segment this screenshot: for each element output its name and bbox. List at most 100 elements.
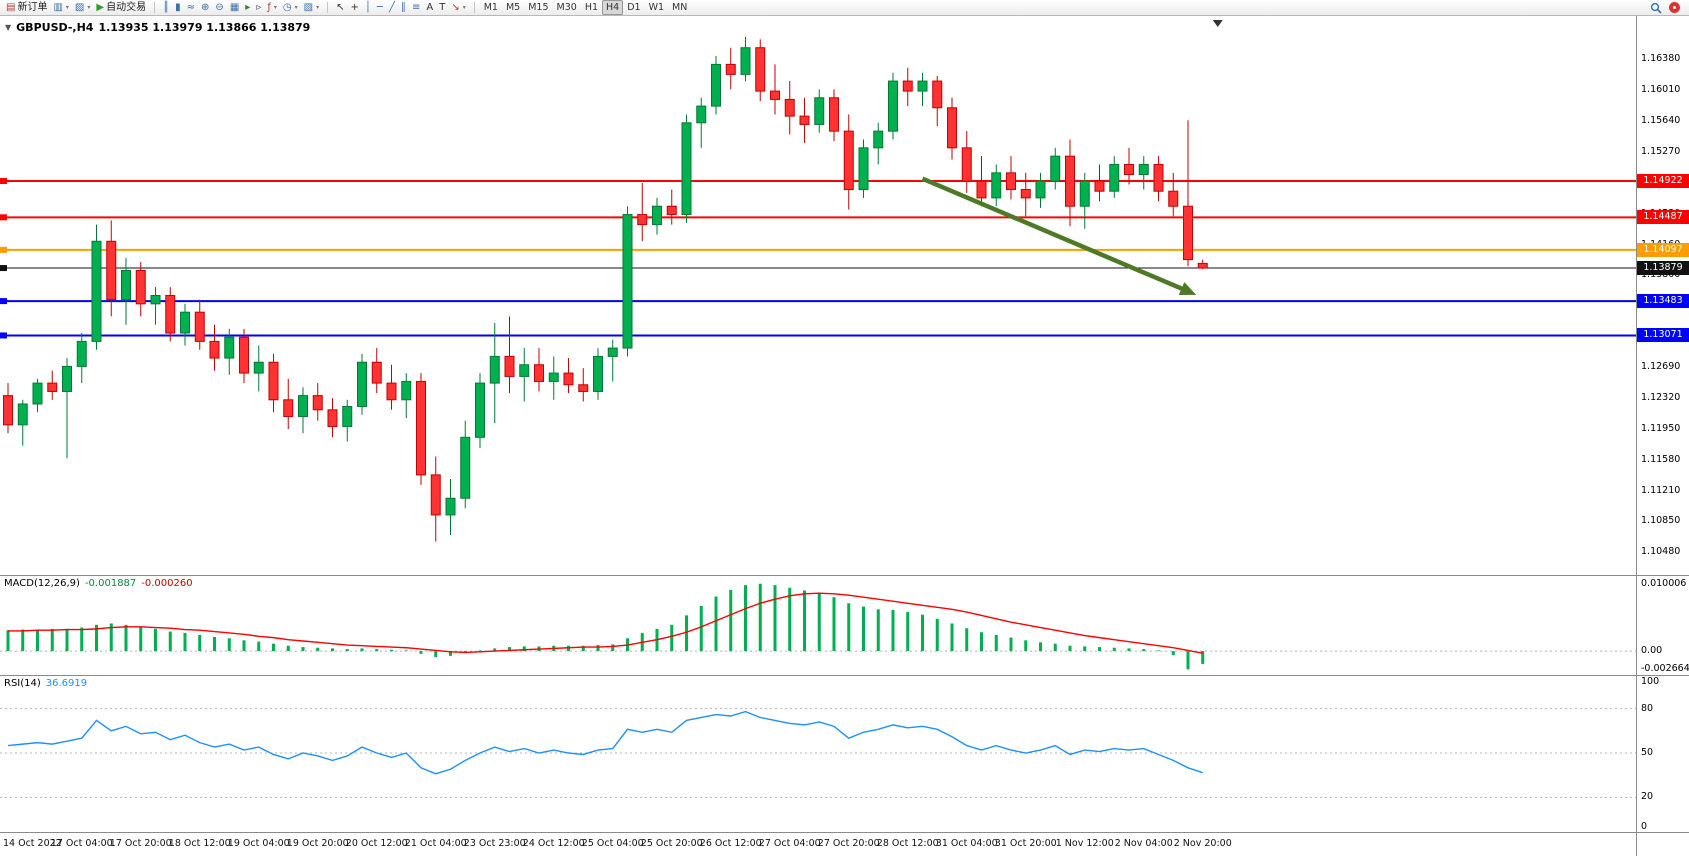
autotrading-label: 自动交易 [106,1,147,13]
price-tag-1.13071: 1.13071 [1637,328,1689,343]
timeframe-d1-button[interactable]: D1 [623,0,644,15]
macd-signal-line [8,592,1203,654]
price-tick: 1.16010 [1641,84,1681,96]
new-order-button[interactable]: ▤ 新订单 [3,0,50,15]
search-icon[interactable] [1650,2,1662,14]
time-label: 19 Oct 20:00 [286,838,349,849]
candles-chart-button[interactable]: ▮ [172,0,184,15]
time-label: 20 Oct 12:00 [345,838,408,849]
channel-icon: ∥ [400,1,406,13]
new-order-label: 新订单 [17,1,48,13]
zoom-out-icon: ⊖ [215,1,224,13]
caret-down-icon: ▾ [294,3,298,11]
toolbar: ▤ 新订单 ▥ ▾ ▨ ▾ ▶ 自动交易 ║ ▮ ≈ ⊕ ⊖ ▦ ▸ ▹ ƒ ▾ ◷ ▾ ▧ ▾ ↖ + │ ─ ╱ ∥ ≡ A T ↘ ▾ M1… [0,0,1689,16]
toolbar-separator [154,2,156,13]
timeframe-m5-button[interactable]: M5 [502,0,524,15]
timeframe-w1-button[interactable]: W1 [645,0,668,15]
chart-shift-marker[interactable] [1212,20,1223,27]
rsi-tick: 0 [1641,821,1648,832]
autotrading-button[interactable]: ▶ 自动交易 [93,0,149,15]
time-label: 31 Oct 04:00 [935,838,998,849]
tile-windows-button[interactable]: ▦ [227,0,242,15]
autotrading-icon: ▶ [96,1,105,13]
trendline-button[interactable]: ╱ [386,0,398,15]
timeframe-h1-button[interactable]: H1 [581,0,602,15]
rsi-canvas[interactable] [0,676,1636,832]
rsi-axis[interactable]: 100 80 50 20 0 [1637,676,1689,833]
time-label: 2 Nov 20:00 [1173,838,1232,849]
timeframe-mn-button[interactable]: MN [668,0,691,15]
label-icon: T [439,1,446,13]
trend-arrow[interactable] [921,176,1197,296]
chart-area: ▼ GBPUSD-,H4 1.13935 1.13979 1.13866 1.1… [0,16,1689,856]
time-label: 27 Oct 20:00 [817,838,880,849]
time-label: 21 Oct 04:00 [404,838,467,849]
toolbar-separator [327,2,329,13]
time-axis[interactable]: 14 Oct 2022 17 Oct 04:00 17 Oct 20:00 18 Oc… [0,833,1636,856]
time-label: 26 Oct 12:00 [699,838,762,849]
vertical-line-button[interactable]: │ [362,0,374,15]
arrows-button[interactable]: ↘ ▾ [448,0,468,15]
plot-column: ▼ GBPUSD-,H4 1.13935 1.13979 1.13866 1.1… [0,16,1636,856]
price-chart-panel: ▼ GBPUSD-,H4 1.13935 1.13979 1.13866 1.1… [0,16,1636,576]
caret-down-icon: ▾ [316,3,320,11]
crosshair-button[interactable]: + [347,0,361,15]
horizontal-line-button[interactable]: ─ [374,0,386,15]
macd-histogram [6,583,1205,670]
time-label: 25 Oct 20:00 [640,838,703,849]
zoom-in-button[interactable]: ⊕ [198,0,212,15]
time-label: 27 Oct 04:00 [758,838,821,849]
price-tick: 1.12690 [1641,361,1681,373]
text-button[interactable]: A [423,0,436,15]
label-button[interactable]: T [436,0,448,15]
cursor-button[interactable]: ↖ [333,0,347,15]
timeframe-m30-button[interactable]: M30 [553,0,581,15]
chart-shift-icon: ▹ [256,1,262,13]
tile-windows-icon: ▦ [229,1,240,13]
trendline-icon: ╱ [388,1,395,13]
timeframe-m15-button[interactable]: M15 [524,0,552,15]
time-label: 17 Oct 20:00 [109,838,172,849]
collapse-arrow-icon[interactable]: ▼ [5,23,12,32]
price-tick: 1.11950 [1641,422,1681,434]
crosshair-icon: + [350,1,359,13]
macd-canvas[interactable] [0,576,1636,675]
time-label: 17 Oct 04:00 [50,838,113,849]
line-chart-button[interactable]: ≈ [184,0,198,15]
bars-chart-button[interactable]: ║ [160,0,172,15]
indicators-button[interactable]: ƒ ▾ [264,0,280,15]
new-order-icon: ▤ [6,1,16,13]
price-tag-1.13483: 1.13483 [1637,294,1689,309]
new-chart-button[interactable]: ▥ ▾ [50,0,71,15]
time-label: 24 Oct 12:00 [522,838,585,849]
zoom-out-button[interactable]: ⊖ [212,0,226,15]
periods-button[interactable]: ◷ ▾ [280,0,301,15]
price-tick: 1.16380 [1641,53,1681,65]
caret-down-icon: ▾ [87,3,91,11]
chart-shift-button[interactable]: ▹ [253,0,264,15]
axis-column: 1.163801.160101.156401.152701.149001.145… [1636,16,1689,856]
price-tick: 1.15270 [1641,145,1681,157]
price-tag-1.14097: 1.14097 [1637,242,1689,257]
fibonacci-button[interactable]: ≡ [409,0,423,15]
timeframe-m1-button[interactable]: M1 [480,0,502,15]
macd-panel: MACD(12,26,9) -0.001887 -0.000260 [0,576,1636,676]
channel-button[interactable]: ∥ [398,0,409,15]
time-label: 2 Nov 04:00 [1114,838,1173,849]
cursor-icon: ↖ [336,1,345,13]
price-tick: 1.15640 [1641,115,1681,127]
profiles-button[interactable]: ▨ ▾ [72,0,93,15]
notification-badge[interactable] [1669,2,1680,13]
macd-axis[interactable]: 0.010006 0.00 -0.002664 [1637,576,1689,676]
auto-scroll-button[interactable]: ▸ [242,0,253,15]
time-label: 28 Oct 12:00 [876,838,939,849]
toolbar-group-trade: ▤ 新订单 ▥ ▾ ▨ ▾ ▶ 自动交易 [3,0,149,15]
timeframe-h4-button[interactable]: H4 [602,0,624,15]
horizontal-lines[interactable] [0,178,1636,339]
time-label: 19 Oct 04:00 [227,838,290,849]
profiles-icon: ▨ [74,1,85,13]
price-chart-canvas[interactable] [0,16,1636,575]
toolbar-separator [473,2,475,13]
templates-button[interactable]: ▧ ▾ [301,0,322,15]
price-axis[interactable]: 1.163801.160101.156401.152701.149001.145… [1637,16,1689,576]
